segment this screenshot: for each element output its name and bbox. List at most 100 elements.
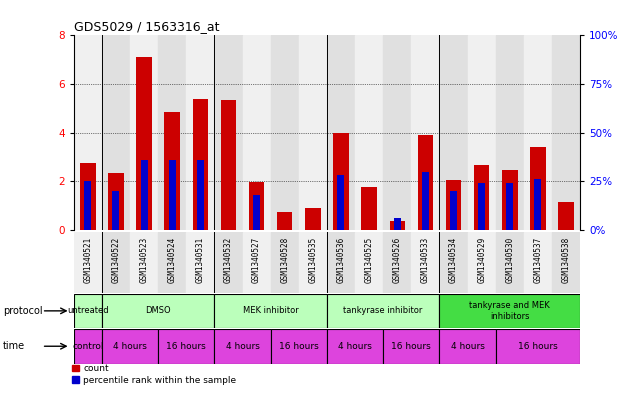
Bar	[187, 232, 214, 293]
Bar	[333, 132, 349, 230]
Bar	[74, 329, 102, 364]
Bar	[277, 212, 292, 230]
Bar	[558, 202, 574, 230]
Text: 16 hours: 16 hours	[518, 342, 558, 351]
Bar	[355, 35, 383, 230]
Text: GSM1340536: GSM1340536	[337, 237, 345, 283]
Bar	[108, 173, 124, 230]
Bar	[390, 221, 405, 230]
Bar	[383, 232, 412, 293]
Bar	[214, 232, 242, 293]
Text: GSM1340524: GSM1340524	[168, 237, 177, 283]
Text: GSM1340521: GSM1340521	[83, 237, 92, 283]
Text: tankyrase inhibitor: tankyrase inhibitor	[344, 307, 423, 315]
Bar	[102, 329, 158, 364]
Text: GSM1340528: GSM1340528	[280, 237, 289, 283]
Text: GSM1340537: GSM1340537	[533, 237, 542, 283]
Text: GSM1340529: GSM1340529	[477, 237, 486, 283]
Bar	[102, 294, 214, 328]
Bar	[221, 100, 236, 230]
Bar	[327, 294, 440, 328]
Bar	[478, 183, 485, 230]
Bar	[214, 294, 327, 328]
Bar	[445, 180, 462, 230]
Text: DMSO: DMSO	[146, 307, 171, 315]
Bar	[214, 35, 242, 230]
Bar	[214, 329, 271, 364]
Bar	[440, 294, 580, 328]
Bar	[137, 57, 152, 230]
Bar	[530, 147, 545, 230]
Text: 4 hours: 4 hours	[226, 342, 260, 351]
Text: 16 hours: 16 hours	[279, 342, 319, 351]
Legend: count, percentile rank within the sample: count, percentile rank within the sample	[69, 360, 240, 389]
Bar	[192, 99, 208, 230]
Text: GSM1340523: GSM1340523	[140, 237, 149, 283]
Bar	[158, 329, 214, 364]
Text: GSM1340535: GSM1340535	[308, 237, 317, 283]
Bar	[242, 232, 271, 293]
Bar	[383, 35, 412, 230]
Bar	[253, 195, 260, 230]
Bar	[112, 191, 119, 230]
Bar	[467, 35, 495, 230]
Text: MEK inhibitor: MEK inhibitor	[243, 307, 299, 315]
Bar	[524, 232, 552, 293]
Text: GSM1340522: GSM1340522	[112, 237, 121, 283]
Bar	[495, 35, 524, 230]
Bar	[327, 232, 355, 293]
Bar	[535, 179, 542, 230]
Bar	[362, 187, 377, 230]
Text: GSM1340534: GSM1340534	[449, 237, 458, 283]
Bar	[467, 232, 495, 293]
Bar	[271, 329, 327, 364]
Bar	[130, 35, 158, 230]
Bar	[158, 232, 187, 293]
Text: GSM1340527: GSM1340527	[252, 237, 261, 283]
Text: 4 hours: 4 hours	[338, 342, 372, 351]
Bar	[271, 35, 299, 230]
Text: GSM1340538: GSM1340538	[562, 237, 570, 283]
Bar	[412, 232, 440, 293]
Bar	[80, 163, 96, 230]
Bar	[524, 35, 552, 230]
Bar	[327, 35, 355, 230]
Bar	[394, 218, 401, 230]
Text: GSM1340532: GSM1340532	[224, 237, 233, 283]
Bar	[165, 112, 180, 230]
Bar	[502, 170, 517, 230]
Bar	[495, 329, 580, 364]
Bar	[440, 35, 467, 230]
Bar	[197, 160, 204, 230]
Bar	[271, 232, 299, 293]
Text: untreated: untreated	[67, 307, 108, 315]
Text: 4 hours: 4 hours	[113, 342, 147, 351]
Bar	[242, 35, 271, 230]
Text: GSM1340525: GSM1340525	[365, 237, 374, 283]
Text: time: time	[3, 341, 26, 351]
Bar	[495, 232, 524, 293]
Bar	[187, 35, 214, 230]
Text: 16 hours: 16 hours	[167, 342, 206, 351]
Bar	[74, 294, 102, 328]
Bar	[130, 232, 158, 293]
Text: 4 hours: 4 hours	[451, 342, 485, 351]
Bar	[355, 232, 383, 293]
Bar	[418, 135, 433, 230]
Bar	[552, 35, 580, 230]
Text: tankyrase and MEK
inhibitors: tankyrase and MEK inhibitors	[469, 301, 550, 321]
Bar	[506, 183, 513, 230]
Bar	[327, 329, 383, 364]
Bar	[299, 35, 327, 230]
Bar	[158, 35, 187, 230]
Text: GDS5029 / 1563316_at: GDS5029 / 1563316_at	[74, 20, 219, 33]
Bar	[102, 35, 130, 230]
Bar	[440, 232, 467, 293]
Bar	[422, 171, 429, 230]
Bar	[305, 208, 320, 230]
Bar	[74, 232, 102, 293]
Bar	[249, 182, 264, 230]
Bar	[450, 191, 457, 230]
Text: GSM1340530: GSM1340530	[505, 237, 514, 283]
Bar	[84, 181, 91, 230]
